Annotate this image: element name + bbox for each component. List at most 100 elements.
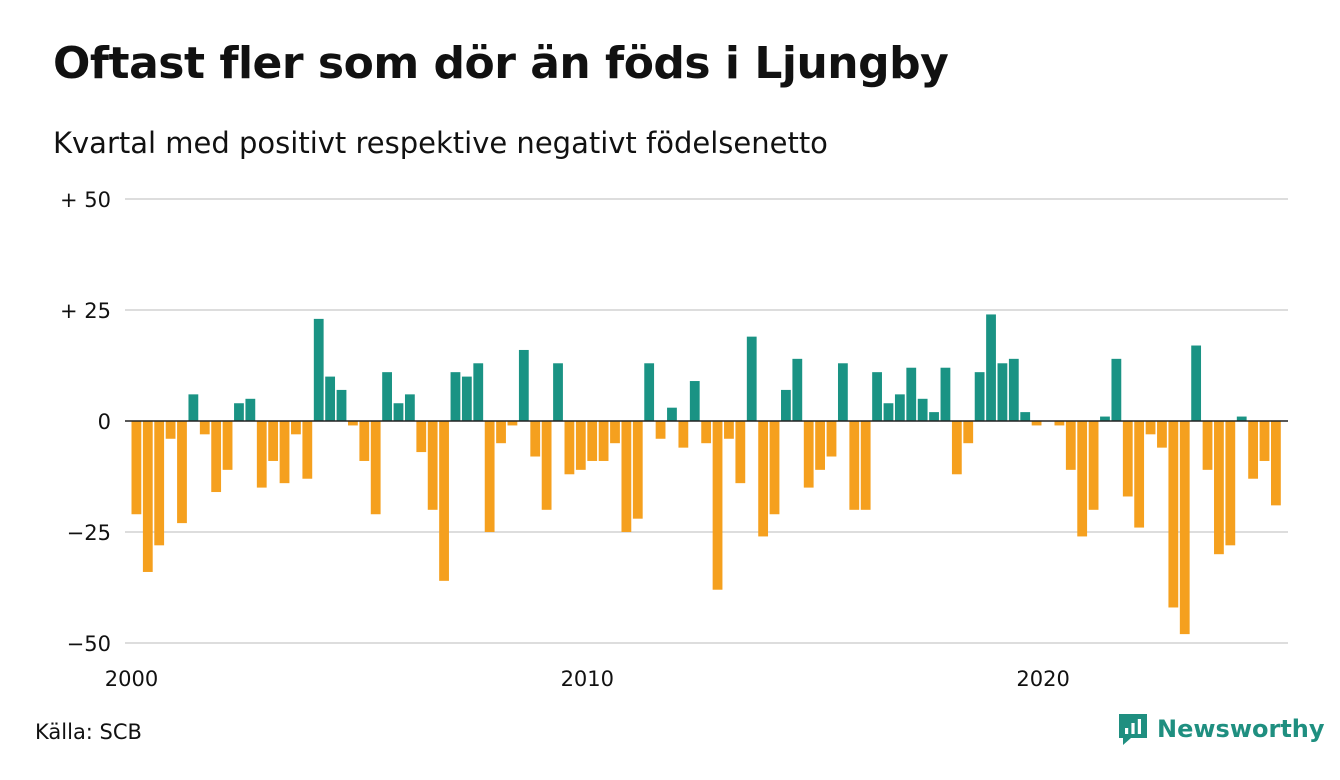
bar-negative <box>165 421 176 439</box>
brand-name: Newsworthy <box>1157 715 1325 743</box>
bar-negative <box>1248 421 1259 479</box>
bar-negative <box>199 421 210 435</box>
bar-negative <box>758 421 769 537</box>
brand-logo: Newsworthy <box>1117 712 1325 746</box>
bar-positive <box>894 394 905 421</box>
bar-positive <box>553 363 563 421</box>
bar-positive <box>393 403 404 421</box>
bar-positive <box>1236 416 1247 421</box>
bar-negative <box>507 421 518 426</box>
bar-negative <box>1179 421 1190 635</box>
bar-negative <box>575 421 586 470</box>
bar-negative <box>348 421 358 426</box>
bar-negative <box>769 421 780 515</box>
bar-negative <box>724 421 734 439</box>
bar-negative <box>427 421 438 510</box>
source-note: Källa: SCB <box>35 720 142 744</box>
bar-negative <box>530 421 541 457</box>
bar-negative <box>154 421 165 546</box>
bar-positive <box>188 394 199 421</box>
bar-negative <box>359 421 370 461</box>
bar-negative <box>598 421 609 461</box>
bar-negative <box>1202 421 1213 470</box>
bar-negative <box>860 421 871 510</box>
bar-negative <box>222 421 233 470</box>
bar-positive <box>1020 412 1031 421</box>
y-axis-tick-labels: + 50 + 25 0 −25 −50 <box>60 188 111 656</box>
bar-negative <box>1259 421 1270 461</box>
bar-negative <box>291 421 301 435</box>
x-tick-label: 2020 <box>1016 667 1069 691</box>
bar-negative <box>826 421 837 457</box>
chart-subtitle: Kvartal med positivt respektive negativt… <box>53 126 828 160</box>
bar-positive <box>986 314 996 421</box>
bar-positive <box>997 363 1008 421</box>
bar-negative <box>302 421 313 479</box>
bar-positive <box>644 363 655 421</box>
bar-positive <box>245 398 256 421</box>
bar-negative <box>1122 421 1133 497</box>
bar-positive <box>473 363 484 421</box>
bar-negative <box>1271 421 1281 506</box>
bar-negative <box>815 421 825 470</box>
bar-positive <box>792 358 803 421</box>
bar-positive <box>883 403 894 421</box>
bar-negative <box>951 421 962 475</box>
y-tick-label: + 50 <box>60 188 111 212</box>
bar-positive <box>404 394 415 421</box>
bar-positive <box>518 349 529 421</box>
bar-negative <box>131 421 142 515</box>
bar-positive <box>1100 416 1110 421</box>
bar-negative <box>370 421 381 515</box>
y-tick-label: −25 <box>67 521 111 545</box>
bar-positive <box>974 372 985 421</box>
bar-negative <box>1145 421 1156 435</box>
bar-negative <box>268 421 279 461</box>
bar-positive <box>234 403 244 421</box>
bar-positive <box>1191 345 1202 421</box>
bar-negative <box>496 421 506 444</box>
bar-negative <box>1031 421 1042 426</box>
bar-negative <box>655 421 666 439</box>
bar-positive <box>781 389 791 421</box>
bar-positive <box>313 318 324 421</box>
y-tick-label: −50 <box>67 632 111 656</box>
bar-negative <box>142 421 153 572</box>
chart-title: Oftast fler som dör än föds i Ljungby <box>53 38 949 89</box>
y-tick-label: 0 <box>98 410 111 434</box>
bar-negative <box>1065 421 1076 470</box>
bar-negative <box>1134 421 1145 528</box>
bar-negative <box>963 421 974 444</box>
bar-negative <box>564 421 575 475</box>
bar-negative <box>211 421 222 493</box>
bar-positive <box>461 376 472 421</box>
bar-negative <box>256 421 267 488</box>
newsworthy-logo-icon <box>1119 714 1147 745</box>
bar-negative <box>541 421 552 510</box>
bar-negative <box>1214 421 1224 555</box>
bar-negative <box>712 421 723 590</box>
bar-negative <box>632 421 643 519</box>
bar-negative <box>610 421 620 444</box>
bar-negative <box>1225 421 1236 546</box>
bar-positive <box>325 376 336 421</box>
x-axis-tick-labels: 2000 2010 2020 <box>105 667 1070 691</box>
bars <box>131 314 1281 635</box>
bar-positive <box>872 372 882 421</box>
bar-negative <box>1054 421 1065 426</box>
bar-positive <box>667 407 677 421</box>
grid-lines <box>125 198 1288 644</box>
bar-positive <box>450 372 461 421</box>
bar-positive <box>929 412 939 421</box>
bar-negative <box>439 421 449 581</box>
bar-negative <box>849 421 860 510</box>
bar-positive <box>940 367 951 421</box>
bar-positive <box>746 336 757 421</box>
bar-positive <box>1008 358 1019 421</box>
bar-negative <box>416 421 427 453</box>
bar-positive <box>1111 358 1122 421</box>
bar-negative <box>803 421 814 488</box>
bar-negative <box>735 421 746 484</box>
bar-positive <box>917 398 928 421</box>
bar-positive <box>382 372 392 421</box>
